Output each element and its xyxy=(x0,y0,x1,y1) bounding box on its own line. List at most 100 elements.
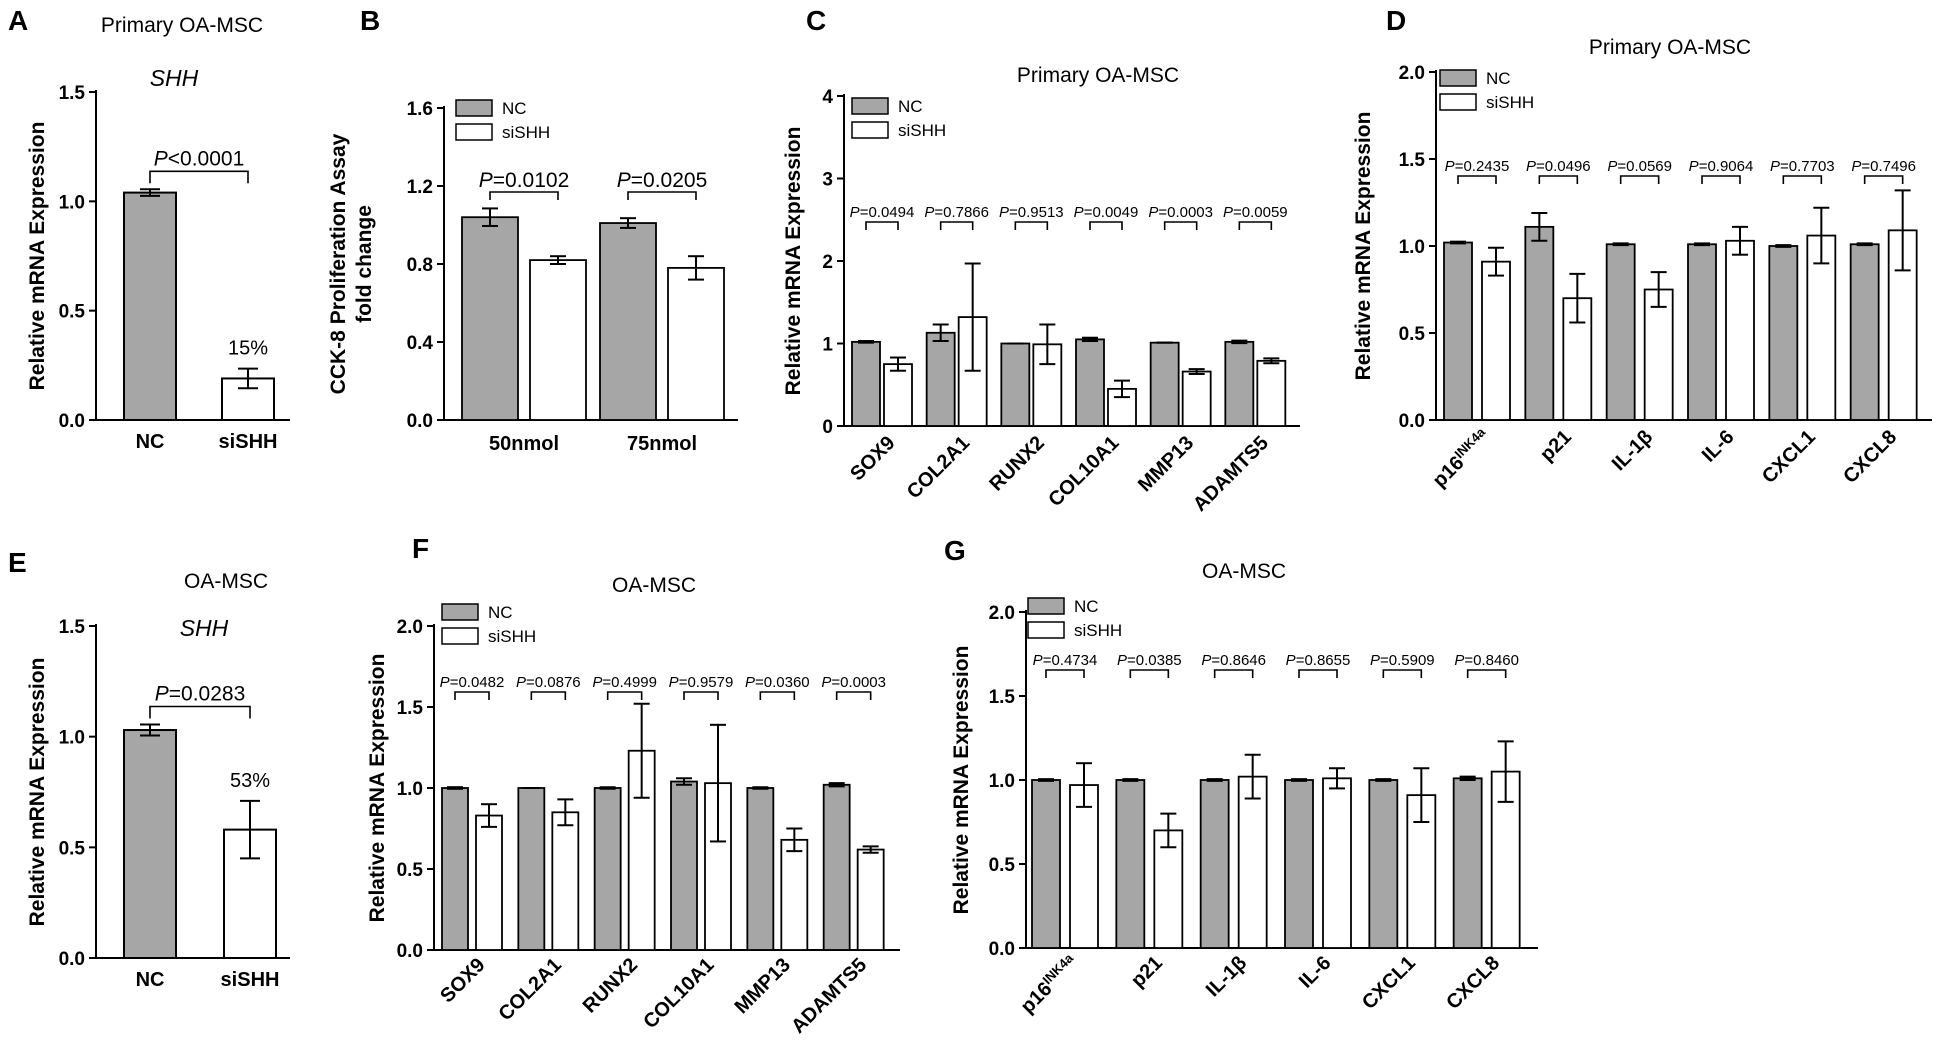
bar-sish xyxy=(667,266,725,421)
panel-e: 0.0 0.5 1.0 1.5 Relative mRNA Expression E OA-… xyxy=(8,547,290,991)
x-category-label: IL-1β xyxy=(1202,952,1251,1001)
p-value: P=0.8655 xyxy=(1286,652,1351,669)
x-category-label: siSHH xyxy=(219,431,278,453)
chart-title: Primary OA-MSC xyxy=(101,14,263,37)
y-tick-label: 1.5 xyxy=(59,83,86,104)
x-category-label: NC xyxy=(136,969,165,991)
y-axis-label: Relative mRNA Expression xyxy=(782,127,805,396)
y-tick-label: 0 xyxy=(822,417,833,438)
significance-bracket xyxy=(1089,221,1123,230)
bar-sish xyxy=(883,363,913,427)
x-category-label: CXCL8 xyxy=(1442,952,1504,1014)
x-category-label: COL10A1 xyxy=(1044,432,1123,511)
x-category-label: IL-6 xyxy=(1698,426,1739,467)
bar-nc xyxy=(1605,243,1636,421)
bar-sish xyxy=(1181,370,1212,427)
y-tick-label: 0.0 xyxy=(397,941,423,962)
y-tick-label: 0.0 xyxy=(59,411,85,432)
legend-label-sish: siSHH xyxy=(1074,621,1122,640)
p-value: P=0.0569 xyxy=(1607,158,1672,175)
y-tick-label: 1.0 xyxy=(1399,237,1425,258)
significance-bracket xyxy=(939,221,974,230)
significance-bracket xyxy=(1129,669,1170,678)
p-value: P=0.0102 xyxy=(479,169,570,192)
chart-title: OA-MSC xyxy=(184,570,268,593)
significance-bracket xyxy=(149,705,251,719)
panel-letter: B xyxy=(360,5,380,36)
significance-bracket xyxy=(1238,221,1273,230)
x-category-label: IL-1β xyxy=(1608,426,1657,475)
legend-swatch-sish xyxy=(455,123,493,141)
significance-bracket xyxy=(627,191,697,200)
legend-swatch-sish xyxy=(1027,621,1065,639)
percent-annotation: 53% xyxy=(230,770,270,792)
significance-bracket xyxy=(1213,669,1254,678)
x-category-label: siSHH xyxy=(221,969,280,991)
p-value: P=0.9579 xyxy=(669,674,734,691)
x-category-label: 50nmol xyxy=(489,433,559,455)
x-category-label: ADAMTS5 xyxy=(1189,432,1273,516)
bar-nc xyxy=(599,222,657,421)
y-tick-label: 0.0 xyxy=(59,949,85,970)
significance-bracket xyxy=(1045,669,1085,678)
chart-subtitle: SHH xyxy=(180,615,229,641)
legend-swatch-nc xyxy=(1439,69,1477,87)
bar-nc xyxy=(1115,779,1146,949)
significance-bracket xyxy=(1163,221,1198,230)
significance-bracket xyxy=(530,691,567,700)
panel-letter: C xyxy=(806,5,826,36)
significance-bracket xyxy=(1538,175,1579,184)
legend-label-nc: NC xyxy=(502,99,527,118)
legend-swatch-nc xyxy=(1027,597,1065,615)
x-category-label: SOX9 xyxy=(436,954,489,1007)
p-value: P=0.4999 xyxy=(592,674,657,691)
significance-bracket xyxy=(606,691,643,700)
bar-nc xyxy=(1443,241,1473,421)
p-value: P=0.0003 xyxy=(821,674,886,691)
p-value: P=0.0360 xyxy=(745,674,810,691)
bar-nc xyxy=(123,191,177,421)
percent-annotation: 15% xyxy=(228,338,268,360)
p-value: P=0.4734 xyxy=(1033,652,1098,669)
legend-swatch-sish xyxy=(851,121,889,139)
significance-bracket xyxy=(865,221,899,230)
significance-bracket xyxy=(149,170,249,184)
chart-subtitle: SHH xyxy=(150,65,199,91)
y-tick-label: 1.0 xyxy=(59,192,85,213)
legend-label-sish: siSHH xyxy=(898,121,946,140)
bar-nc xyxy=(822,783,851,951)
y-axis-label: Relative mRNA Expression xyxy=(950,646,973,915)
legend-swatch-sish xyxy=(1439,93,1477,111)
bar-sish xyxy=(856,848,885,951)
bar-sish xyxy=(475,814,503,951)
y-axis-label: Relative mRNA Expression xyxy=(26,122,49,391)
x-category-label: CXCL8 xyxy=(1839,426,1901,488)
panel-a: 0.0 0.5 1.0 1.5 Relative mRNA Expression A Pri… xyxy=(8,5,290,453)
p-value: P=0.0003 xyxy=(1148,204,1213,221)
y-tick-label: 2.0 xyxy=(1399,63,1425,84)
bar-sish xyxy=(1481,260,1511,421)
bar-sish xyxy=(1237,775,1268,949)
x-category-label: RUNX2 xyxy=(985,432,1048,495)
x-category-label: 75nmol xyxy=(627,433,697,455)
x-category-label: COL2A1 xyxy=(495,954,566,1025)
bar-nc xyxy=(1768,245,1799,421)
y-tick-label: 0.4 xyxy=(407,333,434,354)
y-axis-label: CCK-8 Proliferation Assay fold change xyxy=(327,133,376,394)
y-tick-label: 2.0 xyxy=(397,617,423,638)
p-value: P=0.9513 xyxy=(999,204,1064,221)
p-value: P=0.8460 xyxy=(1454,652,1519,669)
bar-nc xyxy=(1452,777,1483,949)
significance-bracket xyxy=(683,691,719,700)
y-tick-label: 2 xyxy=(822,252,833,273)
y-tick-label: 1.5 xyxy=(397,698,424,719)
y-tick-label: 0.5 xyxy=(1399,324,1426,345)
bar-nc xyxy=(1199,779,1230,949)
x-category-label: CXCL1 xyxy=(1758,426,1820,488)
bar-sish xyxy=(1643,288,1674,421)
x-category-label: p21 xyxy=(1127,952,1167,992)
panel-letter: D xyxy=(1386,5,1406,36)
bar-nc xyxy=(1284,779,1314,949)
y-tick-label: 0.0 xyxy=(407,411,433,432)
